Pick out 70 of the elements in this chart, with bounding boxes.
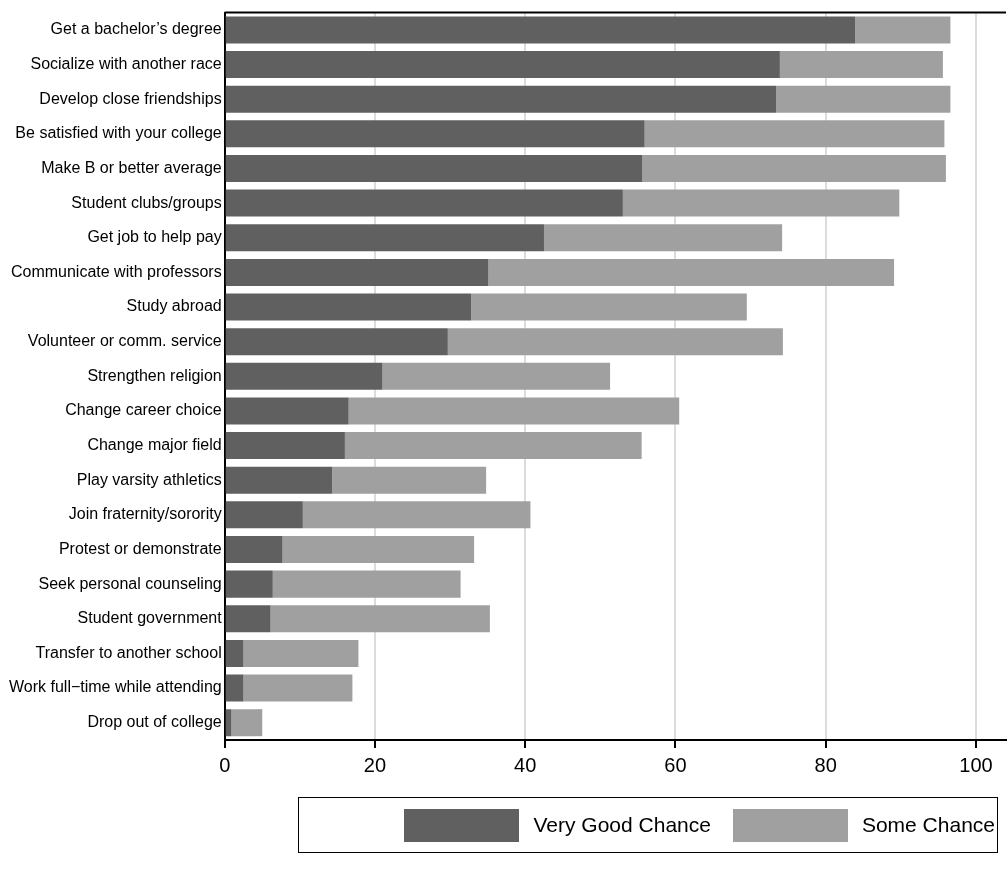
bar <box>348 397 680 425</box>
y-tick-label: Communicate with professors <box>10 262 222 280</box>
x-tick-label: 20 <box>363 753 387 776</box>
bar <box>382 362 611 390</box>
y-tick-label: Change career choice <box>65 401 222 419</box>
y-tick-label: Student clubs/groups <box>71 193 222 211</box>
bar <box>302 501 531 529</box>
y-tick-label: Play varsity athletics <box>76 470 222 488</box>
bar <box>488 258 895 286</box>
y-tick-label: Student government <box>77 609 223 627</box>
bar <box>225 16 855 44</box>
y-tick-label: Develop close friendships <box>39 89 222 107</box>
bar <box>231 709 263 737</box>
y-tick-label: Get a bachelor’s degree <box>50 20 222 38</box>
text: Very Good Chance <box>533 813 711 837</box>
y-tick-label: Transfer to another school <box>35 643 222 661</box>
bar <box>225 639 244 667</box>
bar <box>225 51 780 79</box>
bar <box>225 674 244 702</box>
bar <box>225 605 271 633</box>
bar <box>344 432 642 460</box>
bar <box>272 570 461 598</box>
y-tick-label: Volunteer or comm. service <box>27 332 222 350</box>
bar <box>270 605 490 633</box>
y-tick-label: Study abroad <box>126 297 222 315</box>
y-tick-label: Protest or demonstrate <box>58 539 222 557</box>
y-tick-label: Join fraternity/sorority <box>68 505 222 523</box>
bar <box>225 293 472 321</box>
x-tick-label: 60 <box>664 753 687 776</box>
y-tick-label: Seek personal counseling <box>38 574 222 592</box>
bar <box>225 328 448 356</box>
y-tick-label: Make B or better average <box>41 158 222 176</box>
y-tick-label: Drop out of college <box>87 713 222 731</box>
x-tick-label: 0 <box>219 753 231 776</box>
bar <box>282 535 475 563</box>
bar <box>225 432 345 460</box>
bar <box>225 224 544 252</box>
bar <box>776 85 951 113</box>
bar <box>332 466 487 494</box>
y-tick-label: Be satisfied with your college <box>15 124 222 142</box>
bar <box>225 189 623 217</box>
bar <box>225 362 383 390</box>
y-tick-label: Socialize with another race <box>30 54 222 72</box>
bar <box>855 16 951 44</box>
y-tick-label: Get job to help pay <box>87 228 222 246</box>
bar <box>225 154 643 182</box>
bar <box>622 189 900 217</box>
bar <box>225 501 303 529</box>
bar <box>225 535 283 563</box>
x-tick-label: 100 <box>959 753 993 776</box>
y-tick-label: Work full−time while attending <box>8 678 222 696</box>
bar <box>225 570 273 598</box>
bar <box>779 51 943 79</box>
y-tick-label: Strengthen religion <box>87 366 222 384</box>
bar <box>243 639 359 667</box>
bar <box>225 258 489 286</box>
bar <box>225 120 645 148</box>
bar <box>471 293 747 321</box>
bar <box>642 154 946 182</box>
bar <box>225 85 777 113</box>
bar <box>243 674 353 702</box>
bar <box>644 120 945 148</box>
text: Some Chance <box>861 813 995 837</box>
bar <box>225 466 333 494</box>
bar <box>447 328 783 356</box>
bar <box>225 397 349 425</box>
y-tick-label: Change major field <box>87 435 222 453</box>
x-tick-label: 80 <box>814 753 837 776</box>
bar <box>543 224 783 252</box>
x-tick-label: 40 <box>514 753 537 776</box>
